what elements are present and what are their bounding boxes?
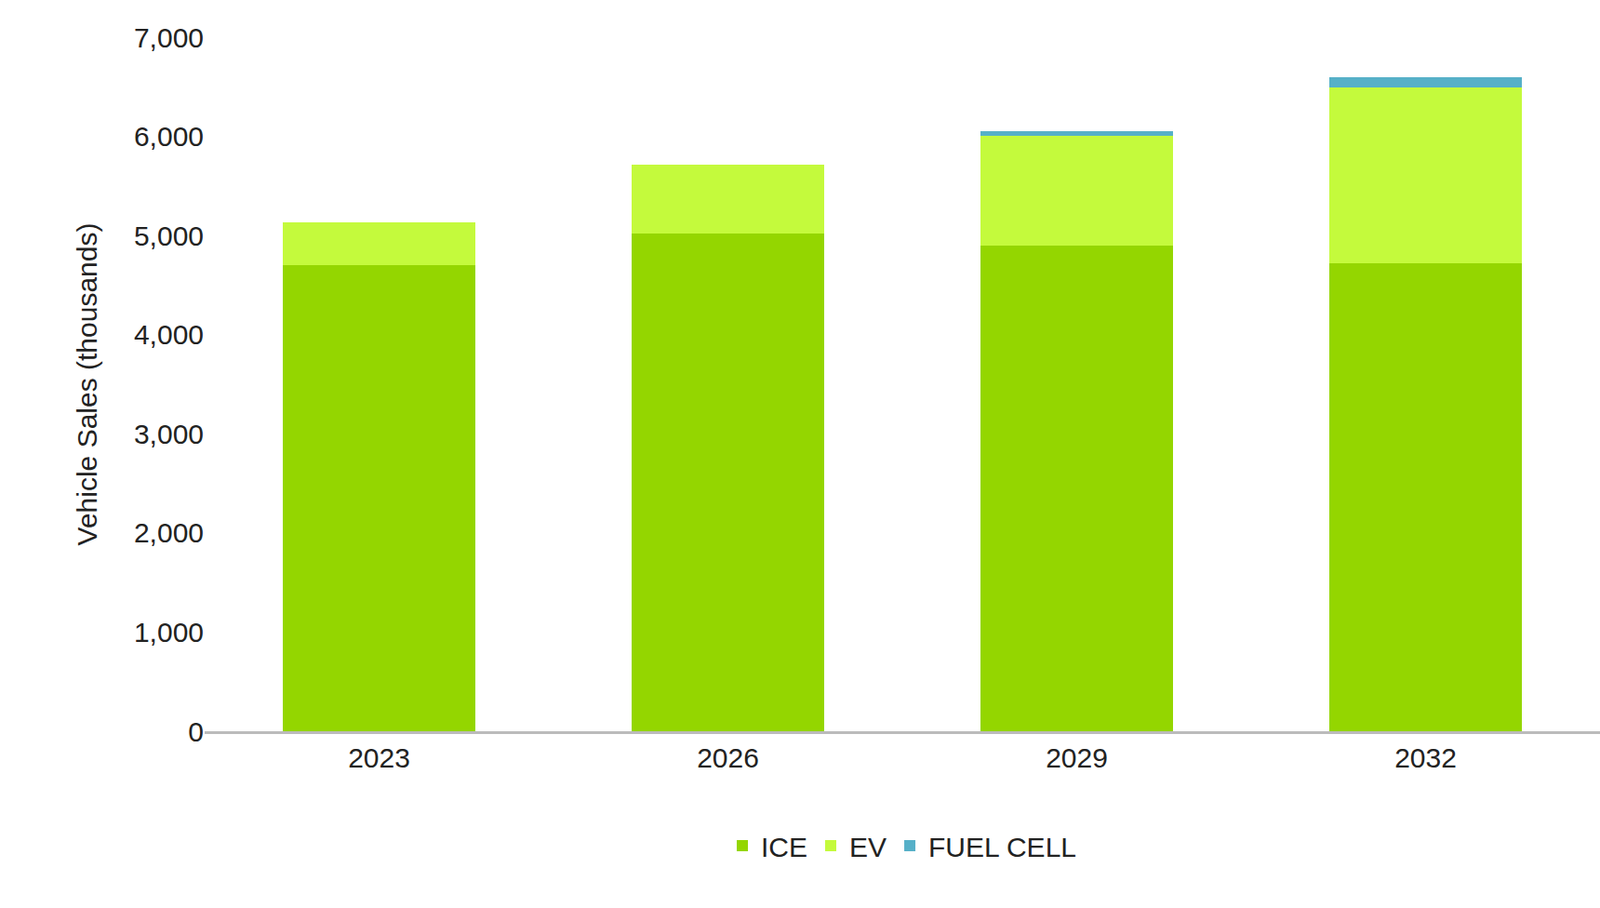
svg-text:1,000: 1,000	[133, 616, 204, 648]
svg-text:2026: 2026	[696, 742, 760, 774]
svg-text:2023: 2023	[347, 742, 411, 774]
svg-text:ICE: ICE	[760, 831, 808, 863]
svg-text:6,000: 6,000	[133, 120, 204, 152]
svg-text:0: 0	[187, 716, 204, 747]
svg-text:2032: 2032	[1394, 742, 1457, 774]
svg-text:EV: EV	[849, 831, 887, 863]
svg-text:5,000: 5,000	[133, 220, 204, 252]
svg-text:2029: 2029	[1045, 742, 1108, 774]
svg-text:7,000: 7,000	[133, 22, 204, 54]
svg-text:2,000: 2,000	[133, 517, 204, 548]
svg-text:3,000: 3,000	[133, 418, 204, 450]
svg-text:FUEL CELL: FUEL CELL	[928, 831, 1077, 863]
svg-text:Vehicle Sales (thousands): Vehicle Sales (thousands)	[71, 223, 103, 547]
svg-text:4,000: 4,000	[133, 319, 204, 350]
